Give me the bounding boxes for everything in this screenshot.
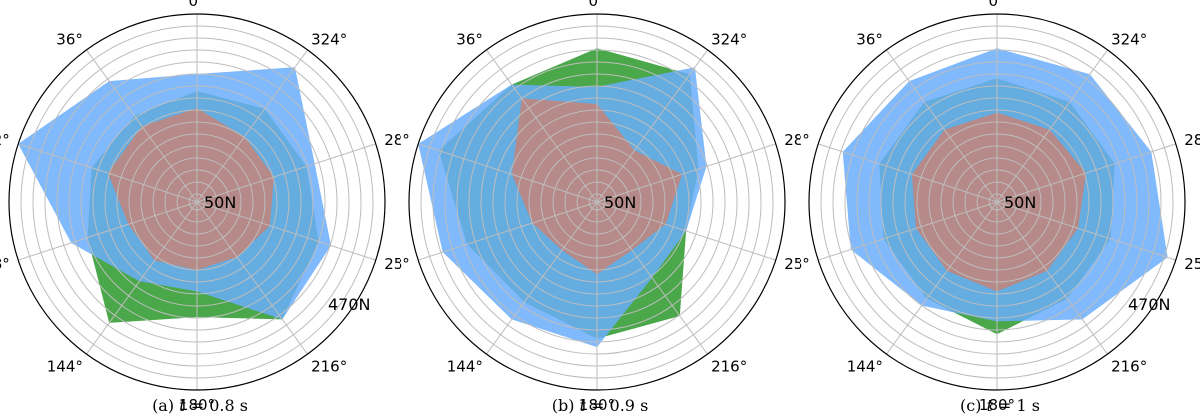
grid-spoke: [196, 201, 308, 355]
grid-spoke: [996, 201, 1176, 261]
theta-tick-label: 144°: [847, 358, 883, 376]
theta-tick-label: 216°: [311, 358, 347, 376]
grid-spoke: [886, 49, 998, 203]
theta-tick-label: 36°: [56, 30, 83, 48]
grid-spoke: [996, 143, 1176, 203]
grid-spoke: [196, 201, 376, 261]
theta-tick-label: 36°: [456, 30, 483, 48]
theta-tick-label: 252°: [1184, 255, 1200, 273]
caption-value: = 0.8 s: [185, 396, 248, 415]
grid-spoke: [486, 49, 598, 203]
theta-tick-label: 324°: [1111, 30, 1147, 48]
theta-tick-label: 72°: [0, 131, 10, 149]
grid-spoke: [996, 201, 1108, 355]
theta-tick-label: 252°: [384, 255, 400, 273]
grid-spoke: [996, 49, 1108, 203]
caption-variable: t: [179, 396, 186, 415]
grid-spoke: [18, 143, 198, 203]
theta-tick-label: 216°: [1111, 358, 1147, 376]
grid-spoke: [596, 49, 708, 203]
theta-tick-label: 288°: [1184, 131, 1200, 149]
caption-prefix: (a): [152, 396, 180, 415]
theta-tick-label: 72°: [800, 131, 810, 149]
theta-tick-label: 108°: [0, 255, 10, 273]
r-tick-label-max: 470N: [328, 295, 371, 314]
radar-panel-b: 0°36°72°108°144°180°216°252°288°324°50N …: [400, 0, 800, 418]
caption-c: (c) t = 1 s: [800, 396, 1200, 415]
outer-frame: [808, 13, 1186, 391]
radar-panel-c: 0° 36° 72° 108° 144° 180° 216° 252° 288° 324° 50N 4…: [800, 0, 1200, 418]
theta-tick-label: 0°: [188, 0, 205, 10]
series-red-polygon: [911, 112, 1087, 292]
outer-frame: [408, 13, 786, 391]
caption-b: (b) t = 0.9 s: [400, 396, 800, 415]
radar-panel-a: 0° 36° 72° 108° 144° 180° 216° 252° 288° 324° 50N 4…: [0, 0, 400, 418]
theta-tick-label: 324°: [311, 30, 347, 48]
theta-tick-label: 216°: [711, 358, 747, 376]
grid-spoke: [418, 143, 598, 203]
theta-tick-label: 108°: [400, 255, 410, 273]
theta-tick-label: 180°: [579, 396, 615, 414]
caption-prefix: (b): [551, 396, 580, 415]
theta-tick-label: 288°: [784, 131, 800, 149]
theta-tick-label: 180°: [979, 396, 1015, 414]
caption-value: = 0.9 s: [585, 396, 649, 415]
r-tick-label-max: 470N: [1128, 295, 1171, 314]
r-tick-label-min: 50N: [1004, 193, 1036, 212]
grid-spoke: [196, 143, 376, 203]
grid-spoke: [818, 143, 998, 203]
grid-spoke: [886, 201, 998, 355]
theta-tick-label: 36°: [856, 30, 883, 48]
radar-chart-b: 0° 36° 72° 108° 144° 180° 216° 252° 288° 324° 50N: [400, 0, 800, 414]
caption-a: (a) t = 0.8 s: [0, 396, 400, 415]
theta-tick-label: 108°: [800, 255, 810, 273]
grid-spoke: [818, 201, 998, 261]
r-tick-label-min: 50N: [604, 193, 636, 212]
theta-tick-label: 288°: [384, 131, 400, 149]
caption-variable: t: [579, 396, 586, 415]
grid-spoke: [86, 201, 198, 355]
grid-spoke: [18, 201, 198, 261]
theta-tick-label: 324°: [711, 30, 747, 48]
radar-chart-a: 0° 36° 72° 108° 144° 180° 216° 252° 288° 324° 50N 4…: [0, 0, 400, 414]
grid-spoke: [596, 143, 776, 203]
grid-spoke: [596, 201, 776, 261]
theta-tick-label: 72°: [400, 131, 410, 149]
theta-tick-label: 144°: [447, 358, 483, 376]
theta-tick-label: 180°: [179, 396, 215, 414]
theta-tick-label: 0°: [988, 0, 1005, 10]
theta-tick-label: 252°: [784, 255, 800, 273]
radar-chart-c: 0° 36° 72° 108° 144° 180° 216° 252° 288° 324° 50N 4…: [800, 0, 1200, 414]
caption-value: = 1 s: [992, 396, 1041, 415]
grid-spoke: [196, 49, 308, 203]
series-red-polygon: [107, 108, 274, 270]
grid-spoke: [418, 201, 598, 261]
caption-prefix: (c): [959, 396, 987, 415]
r-tick-label-min: 50N: [204, 193, 236, 212]
theta-tick-label: 144°: [47, 358, 83, 376]
grid-spoke: [486, 201, 598, 355]
outer-frame: [8, 13, 386, 391]
grid-spoke: [86, 49, 198, 203]
caption-variable: t: [986, 396, 993, 415]
theta-tick-label: 0°: [588, 0, 605, 10]
grid-spoke: [596, 201, 708, 355]
